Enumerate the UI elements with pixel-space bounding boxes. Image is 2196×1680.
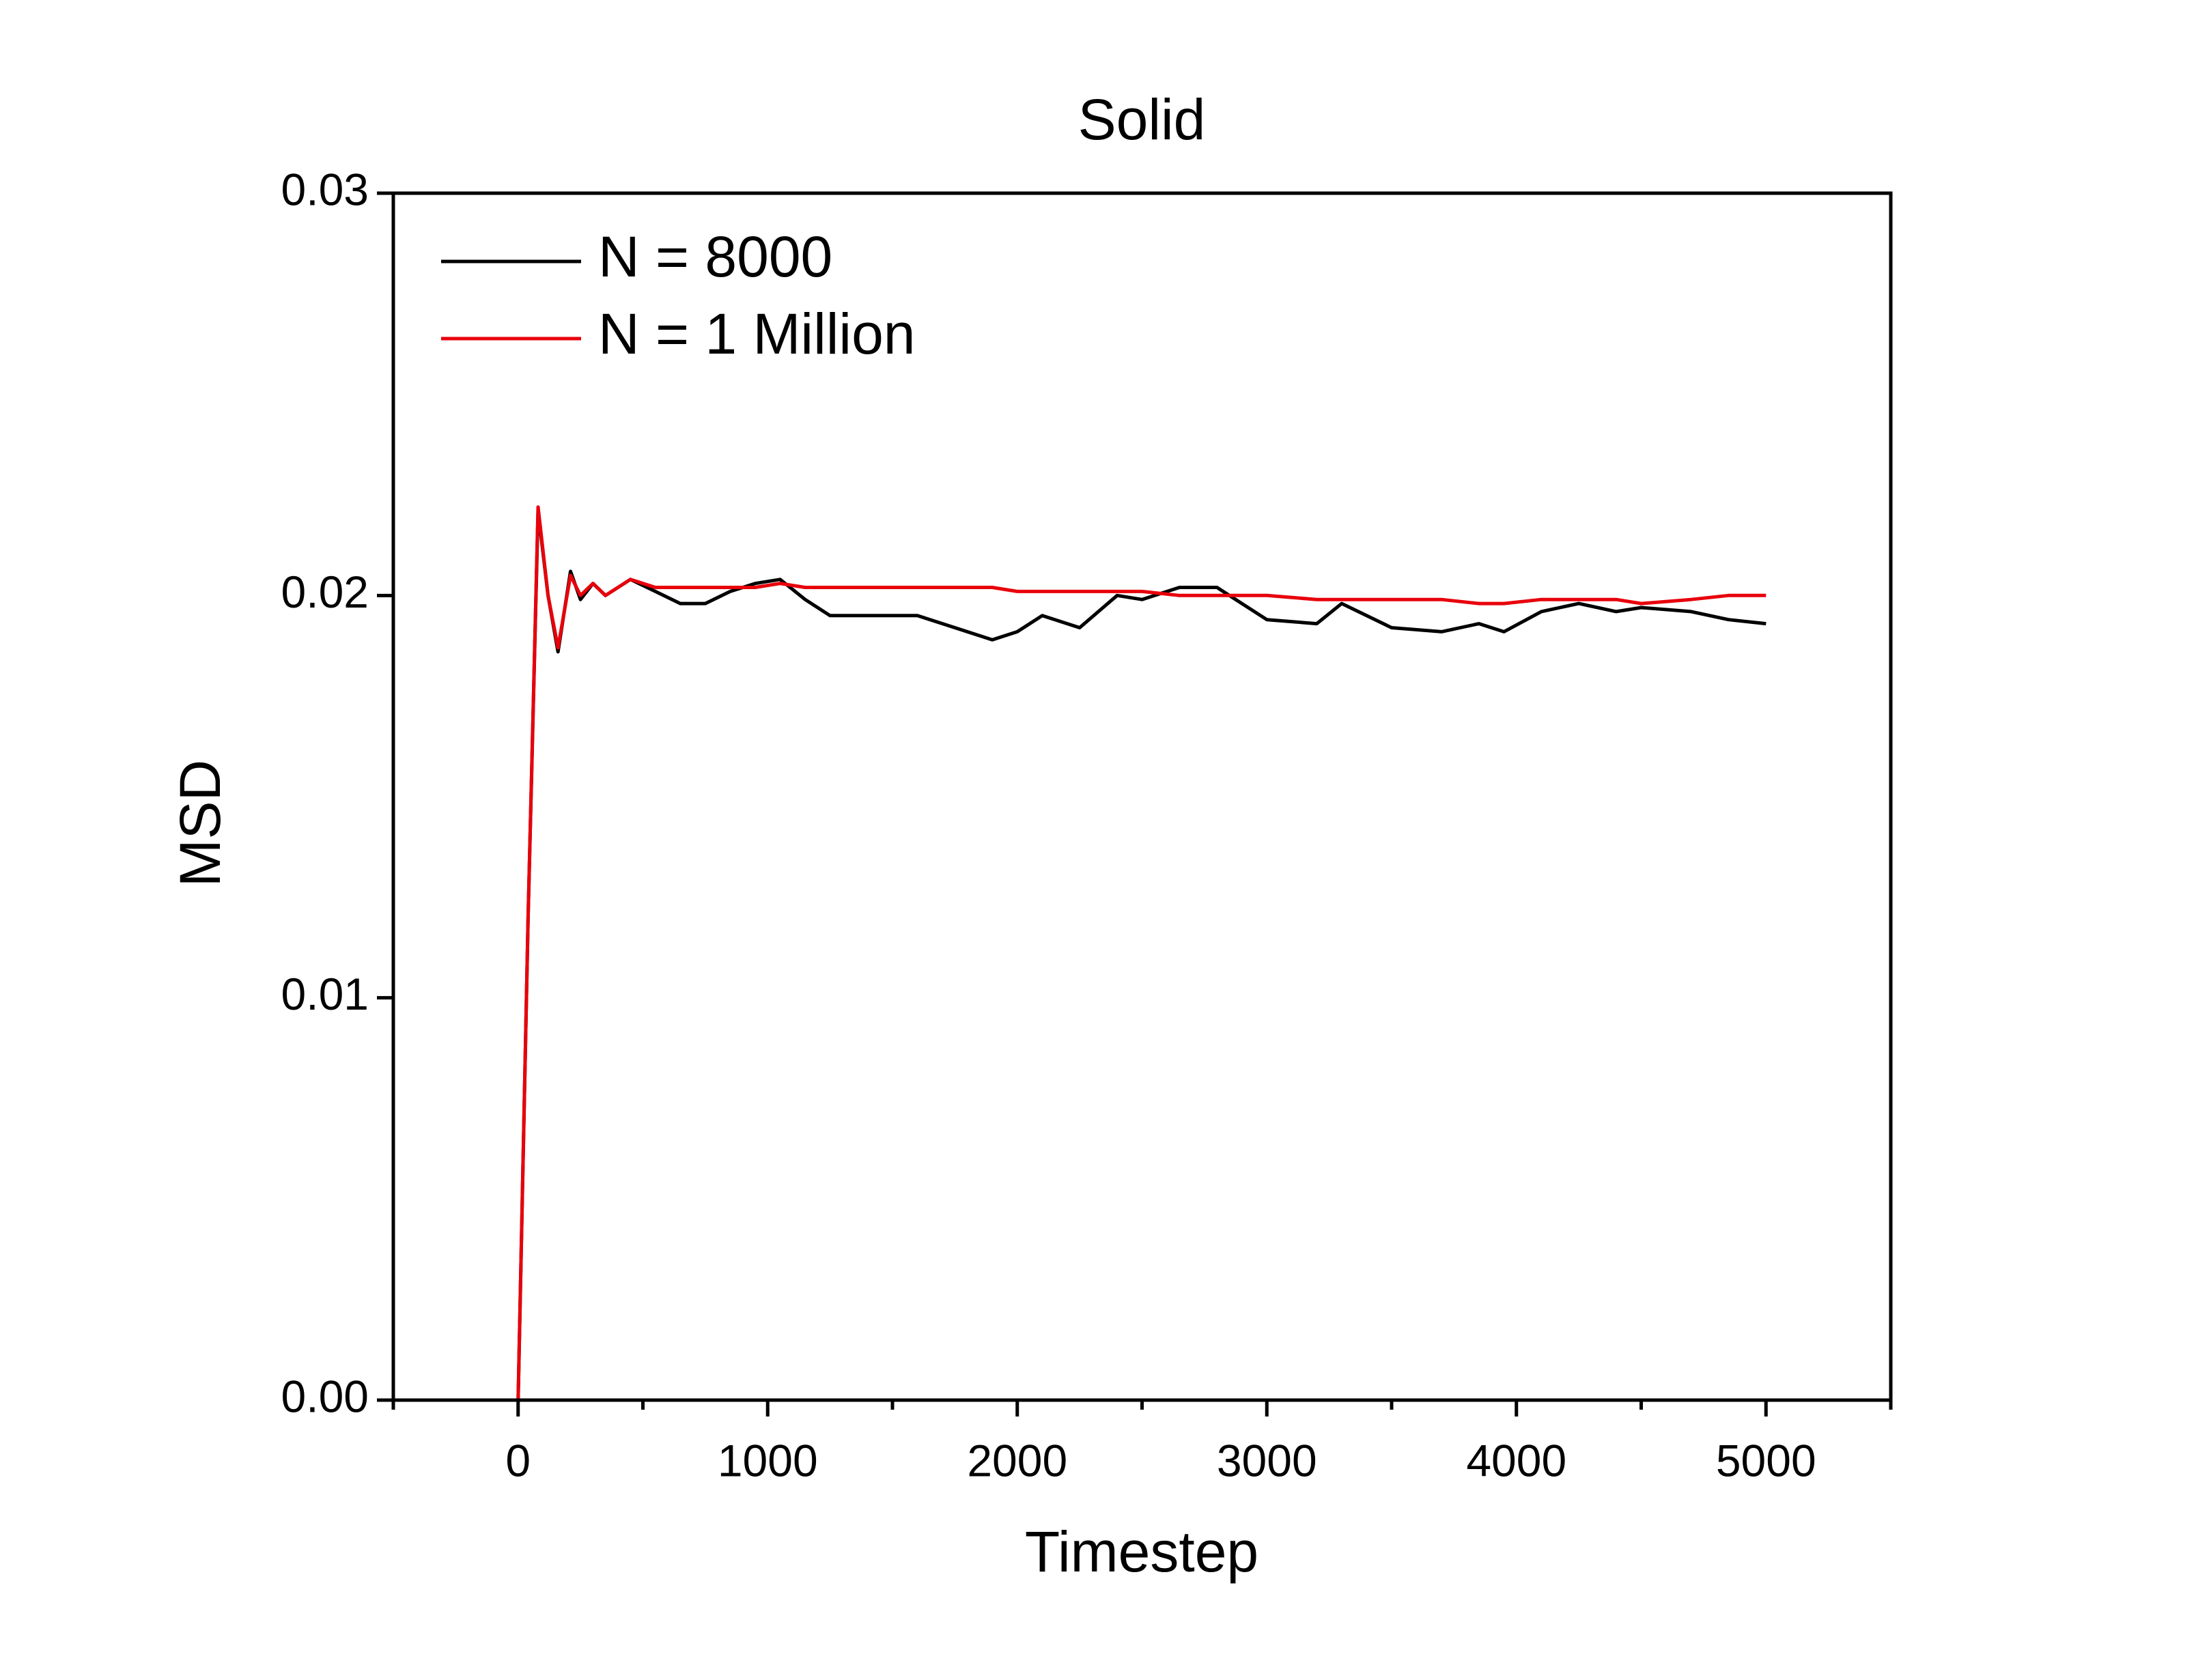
x-axis-label: Timestep — [1025, 1520, 1258, 1584]
x-tick-label: 3000 — [1217, 1435, 1317, 1485]
line-series — [516, 505, 1766, 1401]
x-tick-label: 5000 — [1716, 1435, 1816, 1485]
y-tick-label: 0.01 — [281, 969, 369, 1019]
y-tick-label: 0.03 — [281, 164, 369, 214]
y-tick-label: 0.00 — [281, 1371, 369, 1421]
x-tick-label: 1000 — [718, 1435, 818, 1485]
x-tick-label: 2000 — [967, 1435, 1067, 1485]
x-tick-label: 4000 — [1466, 1435, 1566, 1485]
legend-label: N = 1 Million — [598, 302, 916, 366]
chart-title: Solid — [1078, 87, 1206, 152]
plot-frame — [391, 191, 1893, 1402]
x-tick-label: 0 — [505, 1435, 531, 1485]
y-tick-label: 0.02 — [281, 567, 369, 617]
legend-label: N = 8000 — [598, 225, 832, 289]
y-axis-label: MSD — [168, 760, 232, 887]
line-series — [516, 509, 1766, 1401]
